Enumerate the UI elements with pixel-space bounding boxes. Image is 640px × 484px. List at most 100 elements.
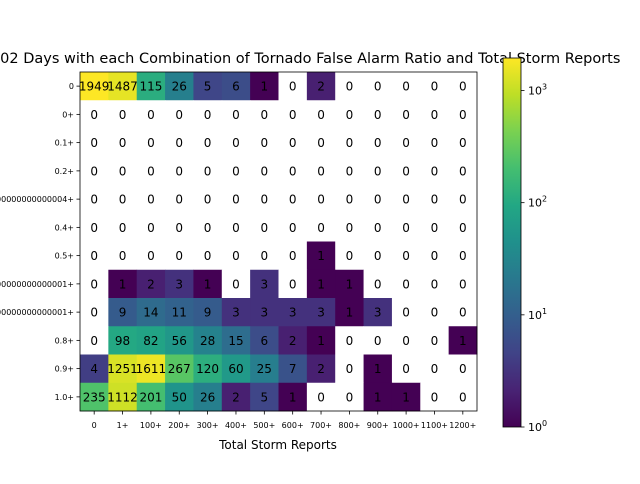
heatmap-cell bbox=[391, 269, 421, 299]
heatmap-cell bbox=[335, 298, 364, 327]
heatmap-cell bbox=[80, 326, 109, 355]
heatmap-cell bbox=[335, 213, 364, 242]
heatmap-cell bbox=[335, 269, 364, 299]
heatmap-cell-label: 50 bbox=[172, 390, 187, 404]
heatmap-cell bbox=[250, 354, 279, 384]
heatmap-cell-label: 0 bbox=[90, 193, 98, 207]
colorbar-tick-label: 100 bbox=[528, 419, 547, 434]
heatmap-cell bbox=[448, 100, 478, 129]
heatmap-cell-label: 0 bbox=[402, 136, 410, 150]
heatmap-cell-label: 1 bbox=[346, 306, 354, 320]
heatmap-cell bbox=[108, 326, 138, 355]
heatmap-cell bbox=[80, 128, 109, 158]
heatmap-cell bbox=[193, 156, 223, 186]
heatmap-cell bbox=[306, 382, 336, 412]
heatmap-cell-label: 0 bbox=[459, 277, 467, 291]
heatmap-cell bbox=[165, 241, 194, 271]
heatmap-cell bbox=[108, 100, 138, 129]
heatmap-cell bbox=[250, 213, 279, 242]
heatmap-cell-label: 0 bbox=[204, 249, 212, 263]
heatmap-cell-label: 0 bbox=[317, 193, 325, 207]
heatmap-cell-label: 0 bbox=[374, 164, 382, 178]
heatmap-cell bbox=[221, 213, 251, 242]
heatmap-cell bbox=[193, 298, 223, 327]
heatmap-cell-label: 0 bbox=[346, 334, 354, 348]
heatmap-cell-label: 0 bbox=[402, 193, 410, 207]
heatmap-cell bbox=[250, 241, 279, 271]
heatmap-cell bbox=[108, 213, 138, 242]
heatmap-cell-label: 0 bbox=[431, 334, 439, 348]
heatmap-cell-label: 1611 bbox=[136, 362, 167, 376]
heatmap-cell bbox=[165, 354, 194, 384]
heatmap-cell-label: 9 bbox=[204, 306, 212, 320]
heatmap-cell-label: 0 bbox=[402, 277, 410, 291]
heatmap-cell-label: 0 bbox=[402, 80, 410, 94]
heatmap-cell-label: 0 bbox=[289, 193, 297, 207]
heatmap-cell bbox=[278, 128, 308, 158]
heatmap-cell bbox=[165, 269, 194, 299]
heatmap-cell-label: 6 bbox=[261, 334, 269, 348]
heatmap-cell bbox=[136, 269, 166, 299]
heatmap-cell-label: 0 bbox=[175, 136, 183, 150]
heatmap-cell-label: 0 bbox=[431, 136, 439, 150]
heatmap-cell bbox=[278, 298, 308, 327]
heatmap-cell bbox=[80, 185, 109, 214]
y-tick-label: 0+ bbox=[62, 110, 74, 119]
heatmap-cell-label: 4 bbox=[90, 362, 98, 376]
heatmap-cell-label: 1112 bbox=[107, 390, 138, 404]
heatmap-cell bbox=[193, 269, 223, 299]
heatmap-cell bbox=[363, 100, 393, 129]
heatmap-cell bbox=[306, 100, 336, 129]
heatmap-cell bbox=[136, 128, 166, 158]
heatmap-cell-label: 5 bbox=[204, 80, 212, 94]
heatmap-cell bbox=[250, 128, 279, 158]
heatmap-cell bbox=[165, 156, 194, 186]
heatmap-cell bbox=[136, 213, 166, 242]
heatmap-cell-label: 0 bbox=[289, 164, 297, 178]
heatmap-cell-label: 0 bbox=[402, 362, 410, 376]
x-tick-label: 800+ bbox=[338, 421, 360, 430]
heatmap-cell bbox=[335, 128, 364, 158]
heatmap-cell-label: 1 bbox=[317, 277, 325, 291]
heatmap-cell bbox=[221, 326, 251, 355]
heatmap-cell bbox=[391, 213, 421, 242]
heatmap-cell-label: 0 bbox=[402, 108, 410, 122]
heatmap-cell bbox=[108, 185, 138, 214]
heatmap-cell bbox=[363, 128, 393, 158]
heatmap-cell bbox=[335, 326, 364, 355]
heatmap-cell bbox=[306, 269, 336, 299]
heatmap-cell bbox=[420, 354, 450, 384]
heatmap-cell-label: 0 bbox=[119, 136, 127, 150]
heatmap-cell bbox=[335, 156, 364, 186]
heatmap-cell-label: 2 bbox=[232, 390, 240, 404]
heatmap-cell bbox=[306, 213, 336, 242]
colorbar-frame bbox=[502, 57, 522, 428]
heatmap-cell-label: 0 bbox=[317, 108, 325, 122]
heatmap-cell-label: 1 bbox=[289, 390, 297, 404]
x-tick-label: 200+ bbox=[168, 421, 190, 430]
heatmap-cell-label: 0 bbox=[147, 221, 155, 235]
heatmap-cell bbox=[278, 269, 308, 299]
heatmap-cell bbox=[221, 241, 251, 271]
heatmap-cell-label: 0 bbox=[402, 306, 410, 320]
heatmap-cell-label: 0 bbox=[459, 390, 467, 404]
heatmap-cell-label: 0 bbox=[232, 193, 240, 207]
heatmap-cell-label: 0 bbox=[374, 80, 382, 94]
heatmap-cell-label: 0 bbox=[346, 221, 354, 235]
heatmap-cell-label: 0 bbox=[90, 136, 98, 150]
heatmap-cell bbox=[391, 382, 421, 412]
heatmap-cell-label: 0 bbox=[204, 193, 212, 207]
heatmap-cell bbox=[80, 100, 109, 129]
y-tick-label: 0.8+ bbox=[55, 336, 74, 345]
heatmap-cell-label: 0 bbox=[204, 221, 212, 235]
x-tick-label: 700+ bbox=[310, 421, 332, 430]
heatmap-cell bbox=[80, 298, 109, 327]
heatmap-cell bbox=[193, 354, 223, 384]
heatmap-cell-label: 0 bbox=[346, 362, 354, 376]
heatmap-cell bbox=[448, 354, 478, 384]
heatmap-cell bbox=[278, 213, 308, 242]
heatmap-cell bbox=[250, 72, 279, 101]
heatmap-cell bbox=[306, 128, 336, 158]
heatmap-cell bbox=[363, 382, 393, 412]
heatmap-cell-label: 0 bbox=[431, 277, 439, 291]
